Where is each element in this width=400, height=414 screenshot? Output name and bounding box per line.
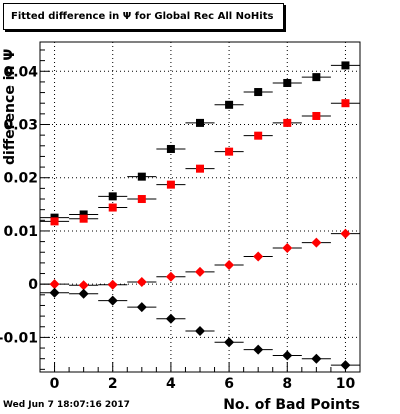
y-tick-label: 0 <box>28 277 38 293</box>
data-point-square <box>108 192 117 201</box>
data-point-diamond <box>107 295 118 306</box>
data-point-diamond <box>253 251 264 262</box>
data-point-diamond <box>165 313 176 324</box>
data-point-square <box>166 180 175 189</box>
marker-layer <box>40 61 360 371</box>
y-tick-label: 0.01 <box>3 224 38 240</box>
data-point-square <box>166 144 175 153</box>
data-point-diamond <box>49 279 60 290</box>
plot-frame <box>39 41 361 373</box>
chart-title: Fitted difference in Ψ for Global Rec Al… <box>11 11 274 22</box>
data-point-square <box>341 99 350 108</box>
data-point-diamond <box>224 337 235 348</box>
x-axis-label: No. of Bad Points <box>223 397 360 413</box>
data-point-square <box>137 172 146 181</box>
data-point-square <box>225 147 234 156</box>
data-point-square <box>225 100 234 109</box>
data-point-diamond <box>78 280 89 291</box>
data-point-square <box>254 131 263 140</box>
y-tick-label: 0.04 <box>3 64 38 80</box>
data-point-diamond <box>165 271 176 282</box>
data-point-diamond <box>311 237 322 248</box>
y-tick-label: 0.02 <box>3 171 38 187</box>
x-tick-label: 8 <box>282 376 292 392</box>
chart-title-box: Fitted difference in Ψ for Global Rec Al… <box>3 3 284 30</box>
data-point-diamond <box>195 266 205 277</box>
data-point-diamond <box>340 360 351 371</box>
data-point-square <box>283 118 292 127</box>
data-point-square <box>341 61 350 70</box>
data-point-diamond <box>49 287 60 298</box>
grid-layer <box>40 42 360 372</box>
data-point-diamond <box>253 344 264 355</box>
data-point-square <box>79 214 88 223</box>
x-tick-label: 2 <box>108 376 118 392</box>
data-point-square <box>108 203 117 212</box>
data-point-diamond <box>282 242 293 253</box>
y-tick-label: -0.01 <box>0 330 38 346</box>
data-point-diamond <box>282 350 293 361</box>
data-point-square <box>283 78 292 87</box>
data-point-square <box>196 118 204 127</box>
data-point-diamond <box>136 302 147 313</box>
data-point-square <box>312 73 321 82</box>
y-axis-label: difference in Ψ <box>2 48 18 165</box>
data-point-square <box>254 88 263 97</box>
data-point-diamond <box>195 326 205 337</box>
axis-layer: 0 2 4 6 8 10 -0.01 0 0.01 0.02 0.03 0.04 <box>0 49 356 392</box>
data-point-square <box>312 111 321 120</box>
data-point-diamond <box>78 288 89 299</box>
y-tick-label: 0.03 <box>3 118 38 134</box>
timestamp: Wed Jun 7 18:07:16 2017 <box>3 400 130 410</box>
data-point-diamond <box>136 277 147 288</box>
data-point-diamond <box>340 228 351 239</box>
data-point-square <box>137 195 146 204</box>
x-tick-label: 0 <box>50 376 60 392</box>
data-point-diamond <box>311 353 322 364</box>
x-tick-label: 10 <box>336 376 356 392</box>
data-point-square <box>196 164 204 173</box>
data-point-diamond <box>107 279 118 290</box>
x-tick-label: 4 <box>166 376 176 392</box>
data-point-square <box>79 210 88 219</box>
x-tick-label: 6 <box>224 376 234 392</box>
data-point-diamond <box>224 260 235 271</box>
data-point-square <box>50 217 59 226</box>
